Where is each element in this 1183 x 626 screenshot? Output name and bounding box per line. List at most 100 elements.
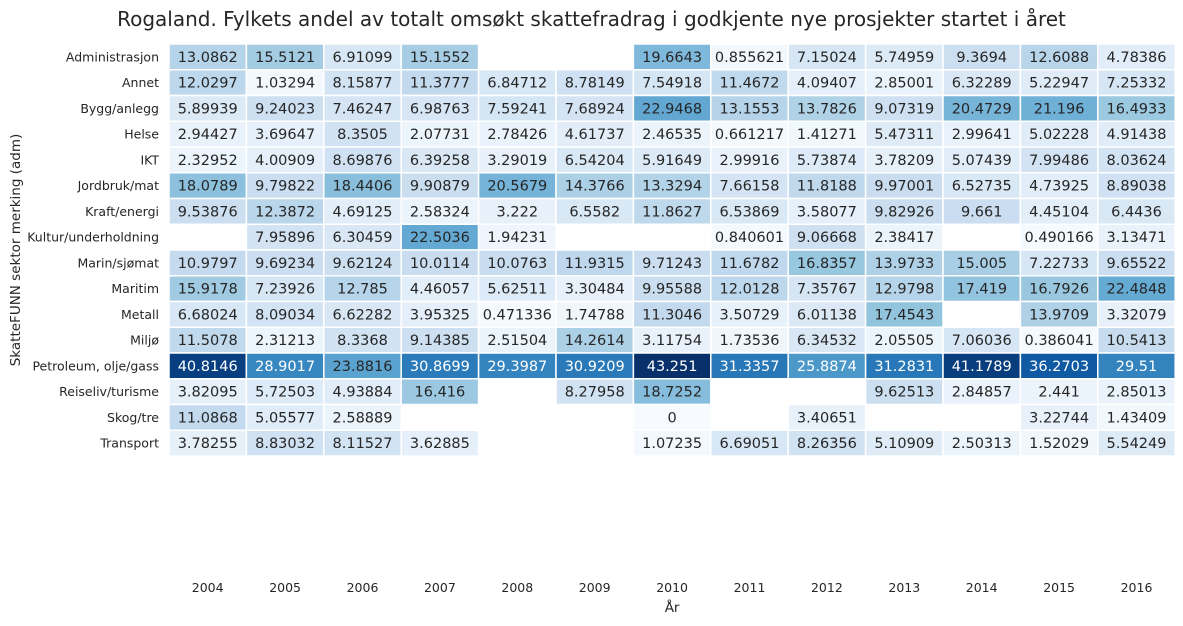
heatmap-cell [477,352,557,380]
y-tick-label: Metall [121,307,159,322]
cell-value-label: 0.840601 [715,230,784,246]
cell-value-label: 9.65522 [1107,256,1167,272]
heatmap-cell [168,43,248,71]
cell-value-label: 28.9017 [255,359,315,375]
cell-value-label: 11.0868 [178,410,238,426]
cell-value-label: 0.490166 [1025,230,1094,246]
cell-value-label: 7.22733 [1029,256,1089,272]
heatmap-cell [787,146,867,174]
cell-value-label: 9.62513 [874,385,934,401]
cell-value-label: 3.62885 [410,436,470,452]
heatmap-cell [1097,326,1176,354]
cell-value-label: 7.06036 [952,333,1012,349]
cell-value-label: 6.32289 [952,76,1012,92]
heatmap-cell [864,43,944,71]
heatmap-cell [555,94,635,122]
cell-value-label: 9.62124 [333,256,393,272]
cell-value-label: 11.3046 [642,307,702,323]
cell-value-label: 8.78149 [565,76,625,92]
heatmap-cell [632,326,712,354]
heatmap-cell [942,120,1022,148]
x-tick-label: 2008 [501,580,533,595]
heatmap-cell [787,197,867,225]
x-axis-label: År [665,599,680,616]
x-tick-label: 2004 [192,580,224,595]
cell-value-label: 2.58324 [410,204,470,220]
cell-value-label: 3.69647 [255,127,315,143]
heatmap-cell [400,378,480,406]
cell-value-label: 7.95896 [255,230,315,246]
cell-value-label: 21.196 [1034,101,1085,117]
cell-value-label: 6.91099 [333,50,393,66]
heatmap-cell [710,146,789,174]
cell-value-label: 6.5582 [569,204,620,220]
heatmap-cell [245,197,325,225]
heatmap-cell [477,69,557,97]
y-tick-label: Bygg/anlegg [80,101,159,116]
cell-value-label: 7.59241 [487,101,547,117]
cell-value-label: 5.05577 [255,410,315,426]
cell-value-label: 6.84712 [487,76,547,92]
cell-value-label: 3.222 [497,204,539,220]
heatmap-cell [1019,69,1099,97]
cell-value-label: 1.41271 [797,127,857,143]
heatmap-cell [1019,429,1099,457]
cell-value-label: 8.15877 [333,76,393,92]
y-tick-label: Maritim [111,281,159,296]
cell-value-label: 6.39258 [410,153,470,169]
cell-value-label: 4.09407 [797,76,857,92]
cell-value-label: 5.62511 [487,282,547,298]
cell-value-label: 9.14385 [410,333,470,349]
cell-value-label: 5.47311 [874,127,934,143]
heatmap-cell [555,120,635,148]
cell-value-label: 1.73536 [720,333,780,349]
cell-value-label: 2.99916 [720,153,780,169]
cell-value-label: 16.416 [415,385,466,401]
cell-value-label: 16.7926 [1029,282,1089,298]
cell-value-label: 25.8874 [797,359,857,375]
heatmap-cell [1097,300,1176,328]
cell-value-label: 3.50729 [720,307,780,323]
cell-value-label: 5.89939 [178,101,238,117]
chart-title: Rogaland. Fylkets andel av totalt omsøkt… [117,7,1066,31]
y-tick-label: Helse [124,127,159,142]
cell-value-label: 41.1789 [952,359,1012,375]
cell-value-label: 5.07439 [952,153,1012,169]
cell-value-label: 13.9709 [1029,307,1089,323]
heatmap-cell [245,43,325,71]
cell-value-label: 13.1553 [720,101,780,117]
heatmap-cell [245,249,325,277]
heatmap-cell [942,378,1022,406]
heatmap-cell [1097,223,1176,251]
heatmap-cell [632,378,712,406]
heatmap-cell [1019,275,1099,303]
cell-value-label: 4.93884 [333,385,393,401]
cell-value-label: 4.46057 [410,282,470,298]
cell-value-label: 11.4672 [720,76,780,92]
heatmap-cell [1019,146,1099,174]
y-tick-label: IKT [140,152,159,167]
heatmap-cell [168,326,248,354]
heatmap-cell [942,275,1022,303]
cell-value-label: 3.29019 [487,153,547,169]
cell-value-label: 20.5679 [487,179,547,195]
heatmap-cell [1019,43,1099,71]
cell-value-label: 6.62282 [333,307,393,323]
cell-value-label: 2.46535 [642,127,702,143]
cell-value-label: 2.85001 [874,76,934,92]
cell-value-label: 6.68024 [178,307,238,323]
cell-value-label: 10.0763 [487,256,547,272]
cell-value-label: 3.78209 [874,153,934,169]
cell-value-label: 9.661 [961,204,1003,220]
heatmap-cell [942,197,1022,225]
cell-value-label: 23.8816 [333,359,393,375]
cell-value-label: 8.3505 [337,127,388,143]
heatmap-cell [555,326,635,354]
cell-value-label: 10.9797 [178,256,238,272]
cell-value-label: 3.30484 [565,282,625,298]
cell-value-label: 11.6782 [720,256,780,272]
heatmap-cell [864,146,944,174]
cell-value-label: 8.27958 [565,385,625,401]
y-tick-label: Kraft/energi [85,204,159,219]
heatmap-cell [1097,172,1176,200]
